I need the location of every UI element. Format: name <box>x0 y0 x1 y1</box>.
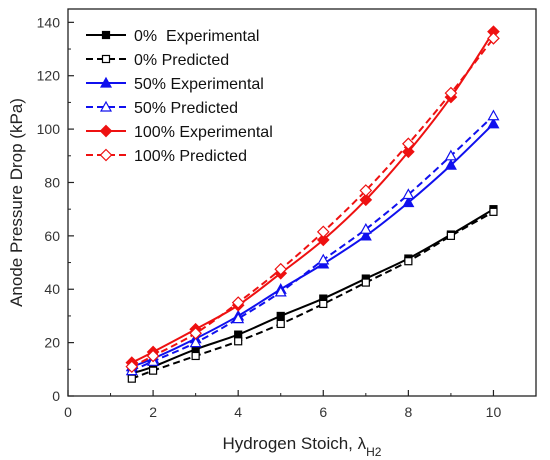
x-tick-label: 8 <box>404 404 412 420</box>
data-point <box>487 109 500 121</box>
x-tick-label: 2 <box>149 404 157 420</box>
y-axis-title: Anode Pressure Drop (kPa) <box>7 98 26 307</box>
data-point <box>276 311 285 321</box>
data-point <box>444 86 458 100</box>
data-point <box>234 337 243 346</box>
legend: 0% Experimental 0% Predicted 50% Experimen… <box>86 28 273 165</box>
x-axis-title: Hydrogen Stoich, λH2 <box>223 434 382 459</box>
data-point <box>317 253 330 265</box>
data-point <box>316 225 330 239</box>
x-tick-label: 4 <box>234 404 242 420</box>
legend-marker <box>101 30 111 40</box>
data-point <box>274 285 287 297</box>
y-tick-label: 20 <box>44 335 60 351</box>
data-point <box>487 32 500 45</box>
series-line <box>131 31 495 364</box>
data-point <box>444 158 457 170</box>
data-point <box>359 222 372 234</box>
plot-frame <box>67 8 537 397</box>
data-point <box>127 374 136 383</box>
data-point <box>402 137 415 151</box>
data-point <box>231 296 245 309</box>
data-point <box>489 207 498 216</box>
data-point <box>319 299 328 309</box>
data-point <box>402 145 415 159</box>
data-point <box>359 184 373 197</box>
y-tick-label: 140 <box>37 14 61 30</box>
legend-marker <box>99 148 113 162</box>
legend-marker <box>99 76 113 88</box>
series-line <box>131 115 495 372</box>
y-tick-label: 120 <box>37 68 61 84</box>
data-point <box>359 193 373 207</box>
data-point <box>125 360 139 373</box>
x-tick-label: 10 <box>486 404 502 420</box>
legend-label: 100% Predicted <box>134 148 247 165</box>
data-point <box>191 351 200 361</box>
legend-label: 50% Predicted <box>134 100 238 117</box>
data-point <box>189 326 202 340</box>
data-point <box>148 366 158 375</box>
legend-label: 50% Experimental <box>134 76 264 93</box>
data-point <box>189 336 202 348</box>
series-line <box>131 37 495 368</box>
data-point <box>361 278 370 287</box>
y-tick-label: 40 <box>44 281 60 297</box>
data-point <box>404 257 413 266</box>
series-5 <box>125 32 500 373</box>
data-point <box>232 312 245 324</box>
x-axis-title-main: Hydrogen Stoich, λ <box>223 434 367 453</box>
legend-entry: 50% Experimental <box>86 76 264 93</box>
legend-marker <box>101 54 111 64</box>
x-tick-label: 6 <box>319 404 327 420</box>
data-point <box>444 149 457 161</box>
series-line <box>131 210 494 380</box>
series-line <box>131 123 495 368</box>
data-point <box>316 233 330 247</box>
data-point <box>446 231 456 240</box>
y-tick-label: 60 <box>44 228 60 244</box>
data-point <box>402 196 415 208</box>
legend-label: 0% Predicted <box>134 52 229 69</box>
y-tick-label: 100 <box>37 121 61 137</box>
data-point <box>146 349 160 363</box>
data-point <box>402 188 415 200</box>
legend-entry: 50% Predicted <box>86 100 238 117</box>
x-axis-title-subscript: H2 <box>366 445 382 459</box>
y-tick-label: 80 <box>44 174 60 190</box>
legend-entry: 0% Experimental <box>86 28 259 45</box>
data-point <box>276 319 285 329</box>
series-1 <box>127 207 498 383</box>
x-tick-label: 0 <box>64 404 72 420</box>
data-point <box>359 229 372 241</box>
plot-area <box>125 25 500 383</box>
series-line <box>131 208 494 375</box>
legend-label: 0% Experimental <box>134 28 259 45</box>
legend-entry: 100% Experimental <box>86 124 273 141</box>
series-3 <box>125 109 500 376</box>
y-tick-label: 0 <box>52 388 60 404</box>
legend-entry: 100% Predicted <box>86 148 247 165</box>
data-point <box>274 262 288 276</box>
legend-entry: 0% Predicted <box>86 52 229 69</box>
data-point <box>234 330 243 339</box>
series-0 <box>127 205 498 378</box>
data-point <box>487 117 500 129</box>
legend-label: 100% Experimental <box>134 124 273 141</box>
legend-marker <box>99 124 113 138</box>
legend-marker <box>99 100 113 112</box>
